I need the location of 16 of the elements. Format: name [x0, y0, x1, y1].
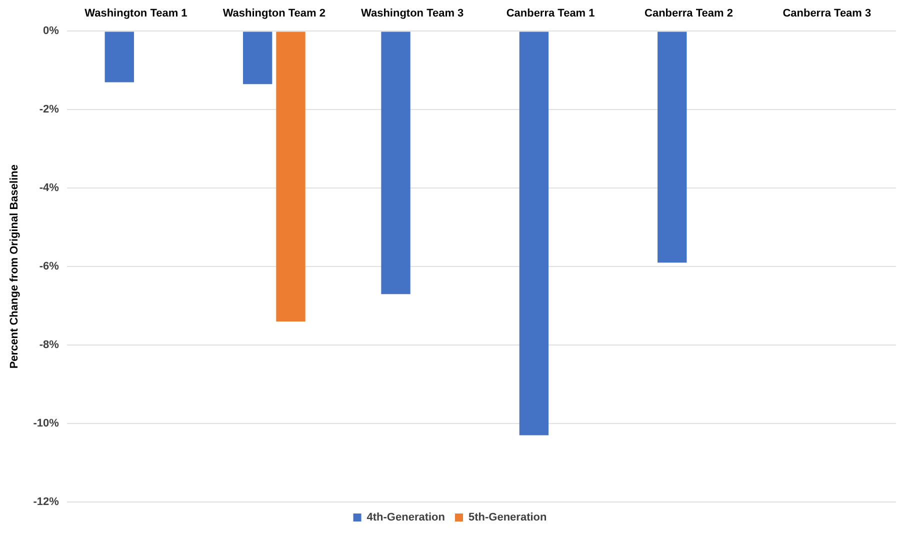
- y-tick-label: -4%: [39, 182, 60, 194]
- x-tick-label: Canberra Team 1: [506, 8, 595, 20]
- y-tick-label: 0%: [42, 25, 60, 38]
- x-tick-label: Washington Team 2: [222, 8, 326, 20]
- x-tick-label: Washington Team 3: [361, 8, 464, 20]
- y-tick-label: -6%: [39, 260, 60, 273]
- x-tick-label: Washington Team 1: [84, 8, 188, 20]
- x-tick-label: Canberra Team 2: [644, 8, 733, 20]
- y-tick-label: -2%: [39, 104, 60, 116]
- legend-label: 4th-Generation: [366, 512, 446, 524]
- x-tick-label: Canberra Team 3: [782, 8, 872, 20]
- y-tick-label: -12%: [33, 496, 60, 508]
- y-tick-label: -8%: [39, 339, 60, 352]
- y-axis-title: Percent Change from Original Baseline: [8, 164, 21, 369]
- y-tick-label: -10%: [33, 418, 60, 430]
- legend-label: 5th-Generation: [468, 512, 548, 524]
